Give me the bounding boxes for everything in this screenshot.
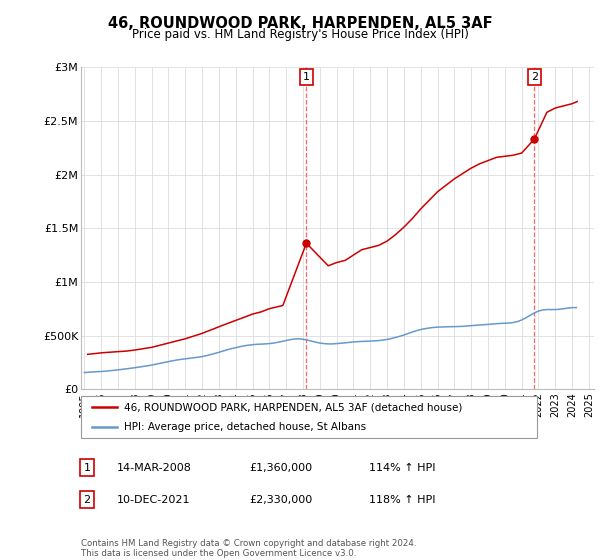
Text: 118% ↑ HPI: 118% ↑ HPI <box>369 494 436 505</box>
Text: Contains HM Land Registry data © Crown copyright and database right 2024.
This d: Contains HM Land Registry data © Crown c… <box>81 539 416 558</box>
Text: 10-DEC-2021: 10-DEC-2021 <box>117 494 191 505</box>
Text: 1: 1 <box>83 463 91 473</box>
Text: £2,330,000: £2,330,000 <box>249 494 312 505</box>
Text: 2: 2 <box>83 494 91 505</box>
FancyBboxPatch shape <box>81 396 537 438</box>
Text: 14-MAR-2008: 14-MAR-2008 <box>117 463 192 473</box>
Text: £1,360,000: £1,360,000 <box>249 463 312 473</box>
Text: 2: 2 <box>531 72 538 82</box>
Text: HPI: Average price, detached house, St Albans: HPI: Average price, detached house, St A… <box>124 422 367 432</box>
Text: 46, ROUNDWOOD PARK, HARPENDEN, AL5 3AF: 46, ROUNDWOOD PARK, HARPENDEN, AL5 3AF <box>107 16 493 31</box>
Text: 114% ↑ HPI: 114% ↑ HPI <box>369 463 436 473</box>
Text: 46, ROUNDWOOD PARK, HARPENDEN, AL5 3AF (detached house): 46, ROUNDWOOD PARK, HARPENDEN, AL5 3AF (… <box>124 402 463 412</box>
Text: Price paid vs. HM Land Registry's House Price Index (HPI): Price paid vs. HM Land Registry's House … <box>131 28 469 41</box>
Text: 1: 1 <box>303 72 310 82</box>
